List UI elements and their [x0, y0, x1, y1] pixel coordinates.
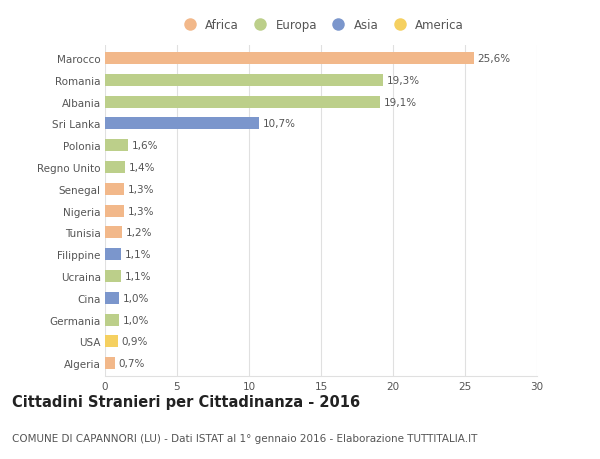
Text: 1,3%: 1,3%: [127, 206, 154, 216]
Bar: [105, 53, 473, 65]
Text: 10,7%: 10,7%: [263, 119, 296, 129]
Text: 1,1%: 1,1%: [124, 271, 151, 281]
Text: 1,4%: 1,4%: [129, 162, 155, 173]
Bar: [105, 184, 124, 196]
Bar: [105, 292, 119, 304]
Bar: [105, 314, 119, 326]
Text: Cittadini Stranieri per Cittadinanza - 2016: Cittadini Stranieri per Cittadinanza - 2…: [12, 394, 360, 409]
Text: 19,1%: 19,1%: [383, 97, 417, 107]
Text: 1,6%: 1,6%: [131, 141, 158, 151]
Text: 0,9%: 0,9%: [122, 336, 148, 347]
Text: 1,2%: 1,2%: [126, 228, 152, 238]
Bar: [105, 358, 115, 369]
Bar: [105, 336, 118, 347]
Text: COMUNE DI CAPANNORI (LU) - Dati ISTAT al 1° gennaio 2016 - Elaborazione TUTTITAL: COMUNE DI CAPANNORI (LU) - Dati ISTAT al…: [12, 433, 478, 442]
Bar: [105, 162, 125, 174]
Bar: [105, 75, 383, 87]
Text: 25,6%: 25,6%: [477, 54, 511, 64]
Text: 1,0%: 1,0%: [123, 315, 149, 325]
Bar: [105, 118, 259, 130]
Bar: [105, 205, 124, 217]
Bar: [105, 249, 121, 261]
Text: 19,3%: 19,3%: [386, 76, 419, 86]
Text: 1,3%: 1,3%: [127, 185, 154, 195]
Text: 1,0%: 1,0%: [123, 293, 149, 303]
Bar: [105, 270, 121, 282]
Legend: Africa, Europa, Asia, America: Africa, Europa, Asia, America: [178, 19, 464, 32]
Text: 0,7%: 0,7%: [119, 358, 145, 368]
Bar: [105, 140, 128, 152]
Bar: [105, 96, 380, 108]
Text: 1,1%: 1,1%: [124, 250, 151, 260]
Bar: [105, 227, 122, 239]
